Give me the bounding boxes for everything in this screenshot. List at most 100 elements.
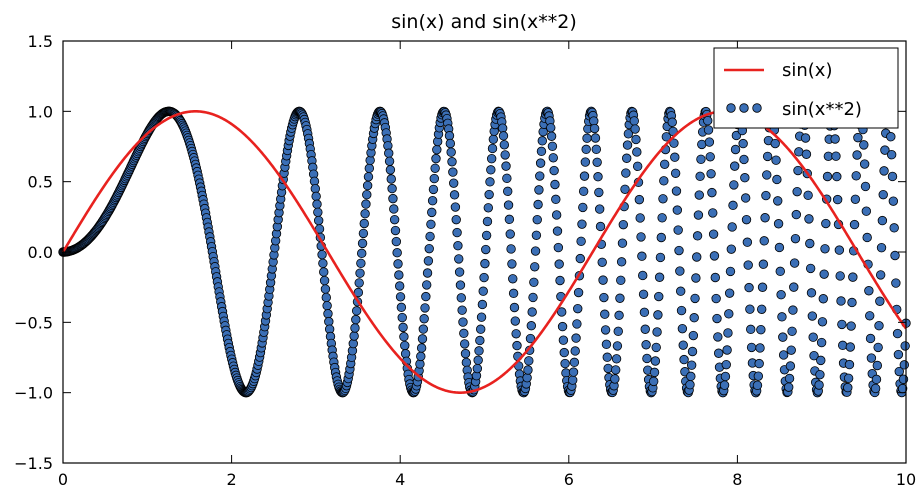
scatter-point <box>360 209 370 219</box>
scatter-point <box>713 332 723 342</box>
scatter-point <box>457 305 467 315</box>
scatter-point <box>598 275 608 285</box>
scatter-point <box>848 272 858 282</box>
scatter-point <box>707 187 717 198</box>
scatter-point <box>615 293 625 303</box>
scatter-point <box>776 290 786 300</box>
scatter-point <box>616 257 627 267</box>
scatter-point <box>535 171 545 181</box>
scatter-point <box>843 373 854 384</box>
scatter-point <box>671 186 682 196</box>
scatter-point <box>430 163 440 173</box>
scatter-point <box>611 354 622 364</box>
scatter-point <box>636 232 646 242</box>
scatter-point <box>497 123 508 133</box>
scatter-point <box>652 327 662 337</box>
scatter-point <box>818 294 829 304</box>
scatter-point <box>873 342 883 353</box>
scatter-point <box>578 202 588 213</box>
scatter-point <box>510 316 521 326</box>
scatter-point <box>393 259 403 269</box>
scatter-point <box>508 274 518 284</box>
scatter-point <box>548 153 558 163</box>
scatter-point <box>534 185 544 195</box>
scatter-point <box>774 242 785 253</box>
scatter-point <box>887 171 898 182</box>
scatter-point <box>484 189 494 200</box>
scatter-point <box>349 331 359 341</box>
scatter-point <box>807 311 818 321</box>
scatter-point <box>740 193 751 203</box>
scatter-point <box>557 321 568 332</box>
scatter-point <box>313 207 323 218</box>
scatter-point <box>594 204 605 214</box>
scatter-point <box>708 229 719 239</box>
scatter-point <box>600 309 610 319</box>
scatter-point <box>476 312 487 322</box>
scatter-point <box>678 340 688 350</box>
scatter-point <box>599 292 609 303</box>
scatter-point <box>790 233 801 244</box>
scatter-point <box>721 359 731 370</box>
scatter-point <box>589 123 600 134</box>
scatter-point <box>472 363 483 374</box>
scatter-point <box>506 244 516 254</box>
scatter-point <box>651 342 661 353</box>
scatter-point <box>724 288 735 298</box>
scatter-point <box>356 258 366 269</box>
scatter-point <box>850 194 861 204</box>
scatter-point <box>758 259 769 269</box>
scatter-point <box>620 184 630 194</box>
scatter-point <box>893 349 904 360</box>
scatter-point <box>454 254 464 264</box>
scatter-point <box>753 371 764 381</box>
scatter-point <box>389 204 399 214</box>
scatter-point <box>711 293 721 304</box>
scatter-point <box>703 125 714 135</box>
scatter-point <box>743 260 753 270</box>
scatter-point <box>546 131 557 141</box>
scatter-point <box>530 246 541 256</box>
scatter-point <box>775 266 785 277</box>
scatter-point <box>847 297 857 308</box>
scatter-point <box>822 171 833 182</box>
scatter-point <box>741 214 752 225</box>
scatter-point <box>786 345 796 355</box>
scatter-point <box>512 340 522 351</box>
scatter-point <box>756 324 766 335</box>
scatter-point <box>658 194 668 204</box>
scatter-point <box>729 180 739 190</box>
scatter-point <box>614 310 624 321</box>
scatter-point <box>454 267 465 277</box>
scatter-point <box>686 360 697 370</box>
scatter-point <box>757 282 768 292</box>
scatter-point <box>832 194 843 205</box>
scatter-point <box>814 380 824 390</box>
scatter-point <box>427 195 438 206</box>
scatter-point <box>670 152 680 162</box>
scatter-point <box>740 173 750 183</box>
scatter-point <box>846 321 856 331</box>
scatter-point <box>568 367 579 377</box>
scatter-point <box>752 380 763 391</box>
legend-box <box>713 47 899 129</box>
x-tick-label: 4 <box>395 470 405 489</box>
scatter-point <box>670 168 681 178</box>
scatter-point <box>500 150 510 160</box>
scatter-point <box>778 332 788 342</box>
scatter-point <box>576 236 586 247</box>
scatter-point <box>844 359 855 370</box>
scatter-point <box>482 216 493 227</box>
scatter-point <box>555 275 565 286</box>
scatter-point <box>426 219 436 230</box>
scatter-point <box>725 266 736 277</box>
scatter-point <box>595 221 606 232</box>
scatter-point <box>362 189 372 200</box>
scatter-point <box>722 345 732 355</box>
scatter-point <box>659 176 669 186</box>
scatter-point <box>852 150 862 160</box>
scatter-point <box>639 307 650 318</box>
scatter-point <box>762 151 773 162</box>
scatter-point <box>550 179 560 190</box>
scatter-point <box>784 382 794 392</box>
